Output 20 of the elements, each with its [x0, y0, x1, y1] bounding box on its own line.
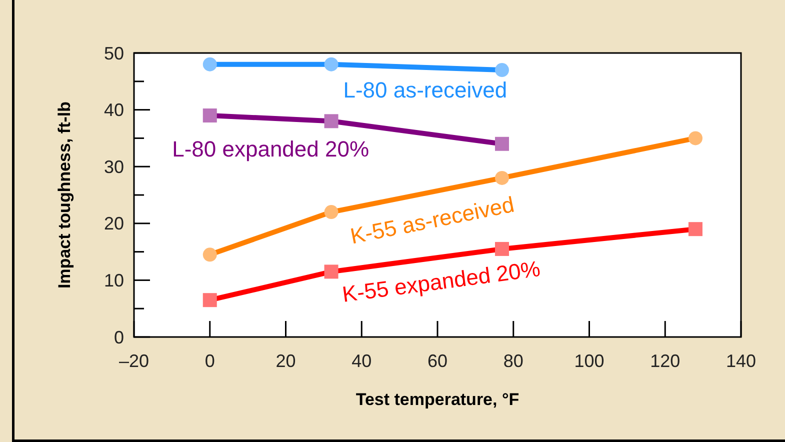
- x-tick-label: 40: [352, 351, 372, 371]
- y-tick-label: 20: [104, 214, 124, 234]
- y-tick-label: 40: [104, 100, 124, 120]
- x-tick-label: 60: [427, 351, 448, 371]
- x-tick-label: 100: [574, 351, 604, 371]
- y-tick-label: 10: [104, 270, 124, 290]
- x-tick-label: –20: [118, 351, 150, 371]
- x-tick-label: 20: [276, 351, 296, 371]
- series-label: L-80 as-received: [343, 77, 508, 102]
- x-tick-label: 140: [726, 351, 756, 371]
- y-tick-label: 50: [104, 43, 124, 64]
- y-axis-title: Impact toughness, ft-lb: [55, 102, 74, 288]
- x-tick-label: 80: [503, 351, 524, 371]
- text: K-55 expanded 20%: [340, 256, 542, 308]
- x-tick-label: 0: [204, 351, 215, 371]
- x-axis-title: Test temperature, °F: [356, 390, 520, 409]
- x-tick-label: 120: [650, 351, 680, 371]
- y-tick-label: 30: [104, 156, 124, 177]
- series-label: L-80 expanded 20%: [172, 136, 370, 162]
- y-tick-label: 0: [114, 327, 124, 348]
